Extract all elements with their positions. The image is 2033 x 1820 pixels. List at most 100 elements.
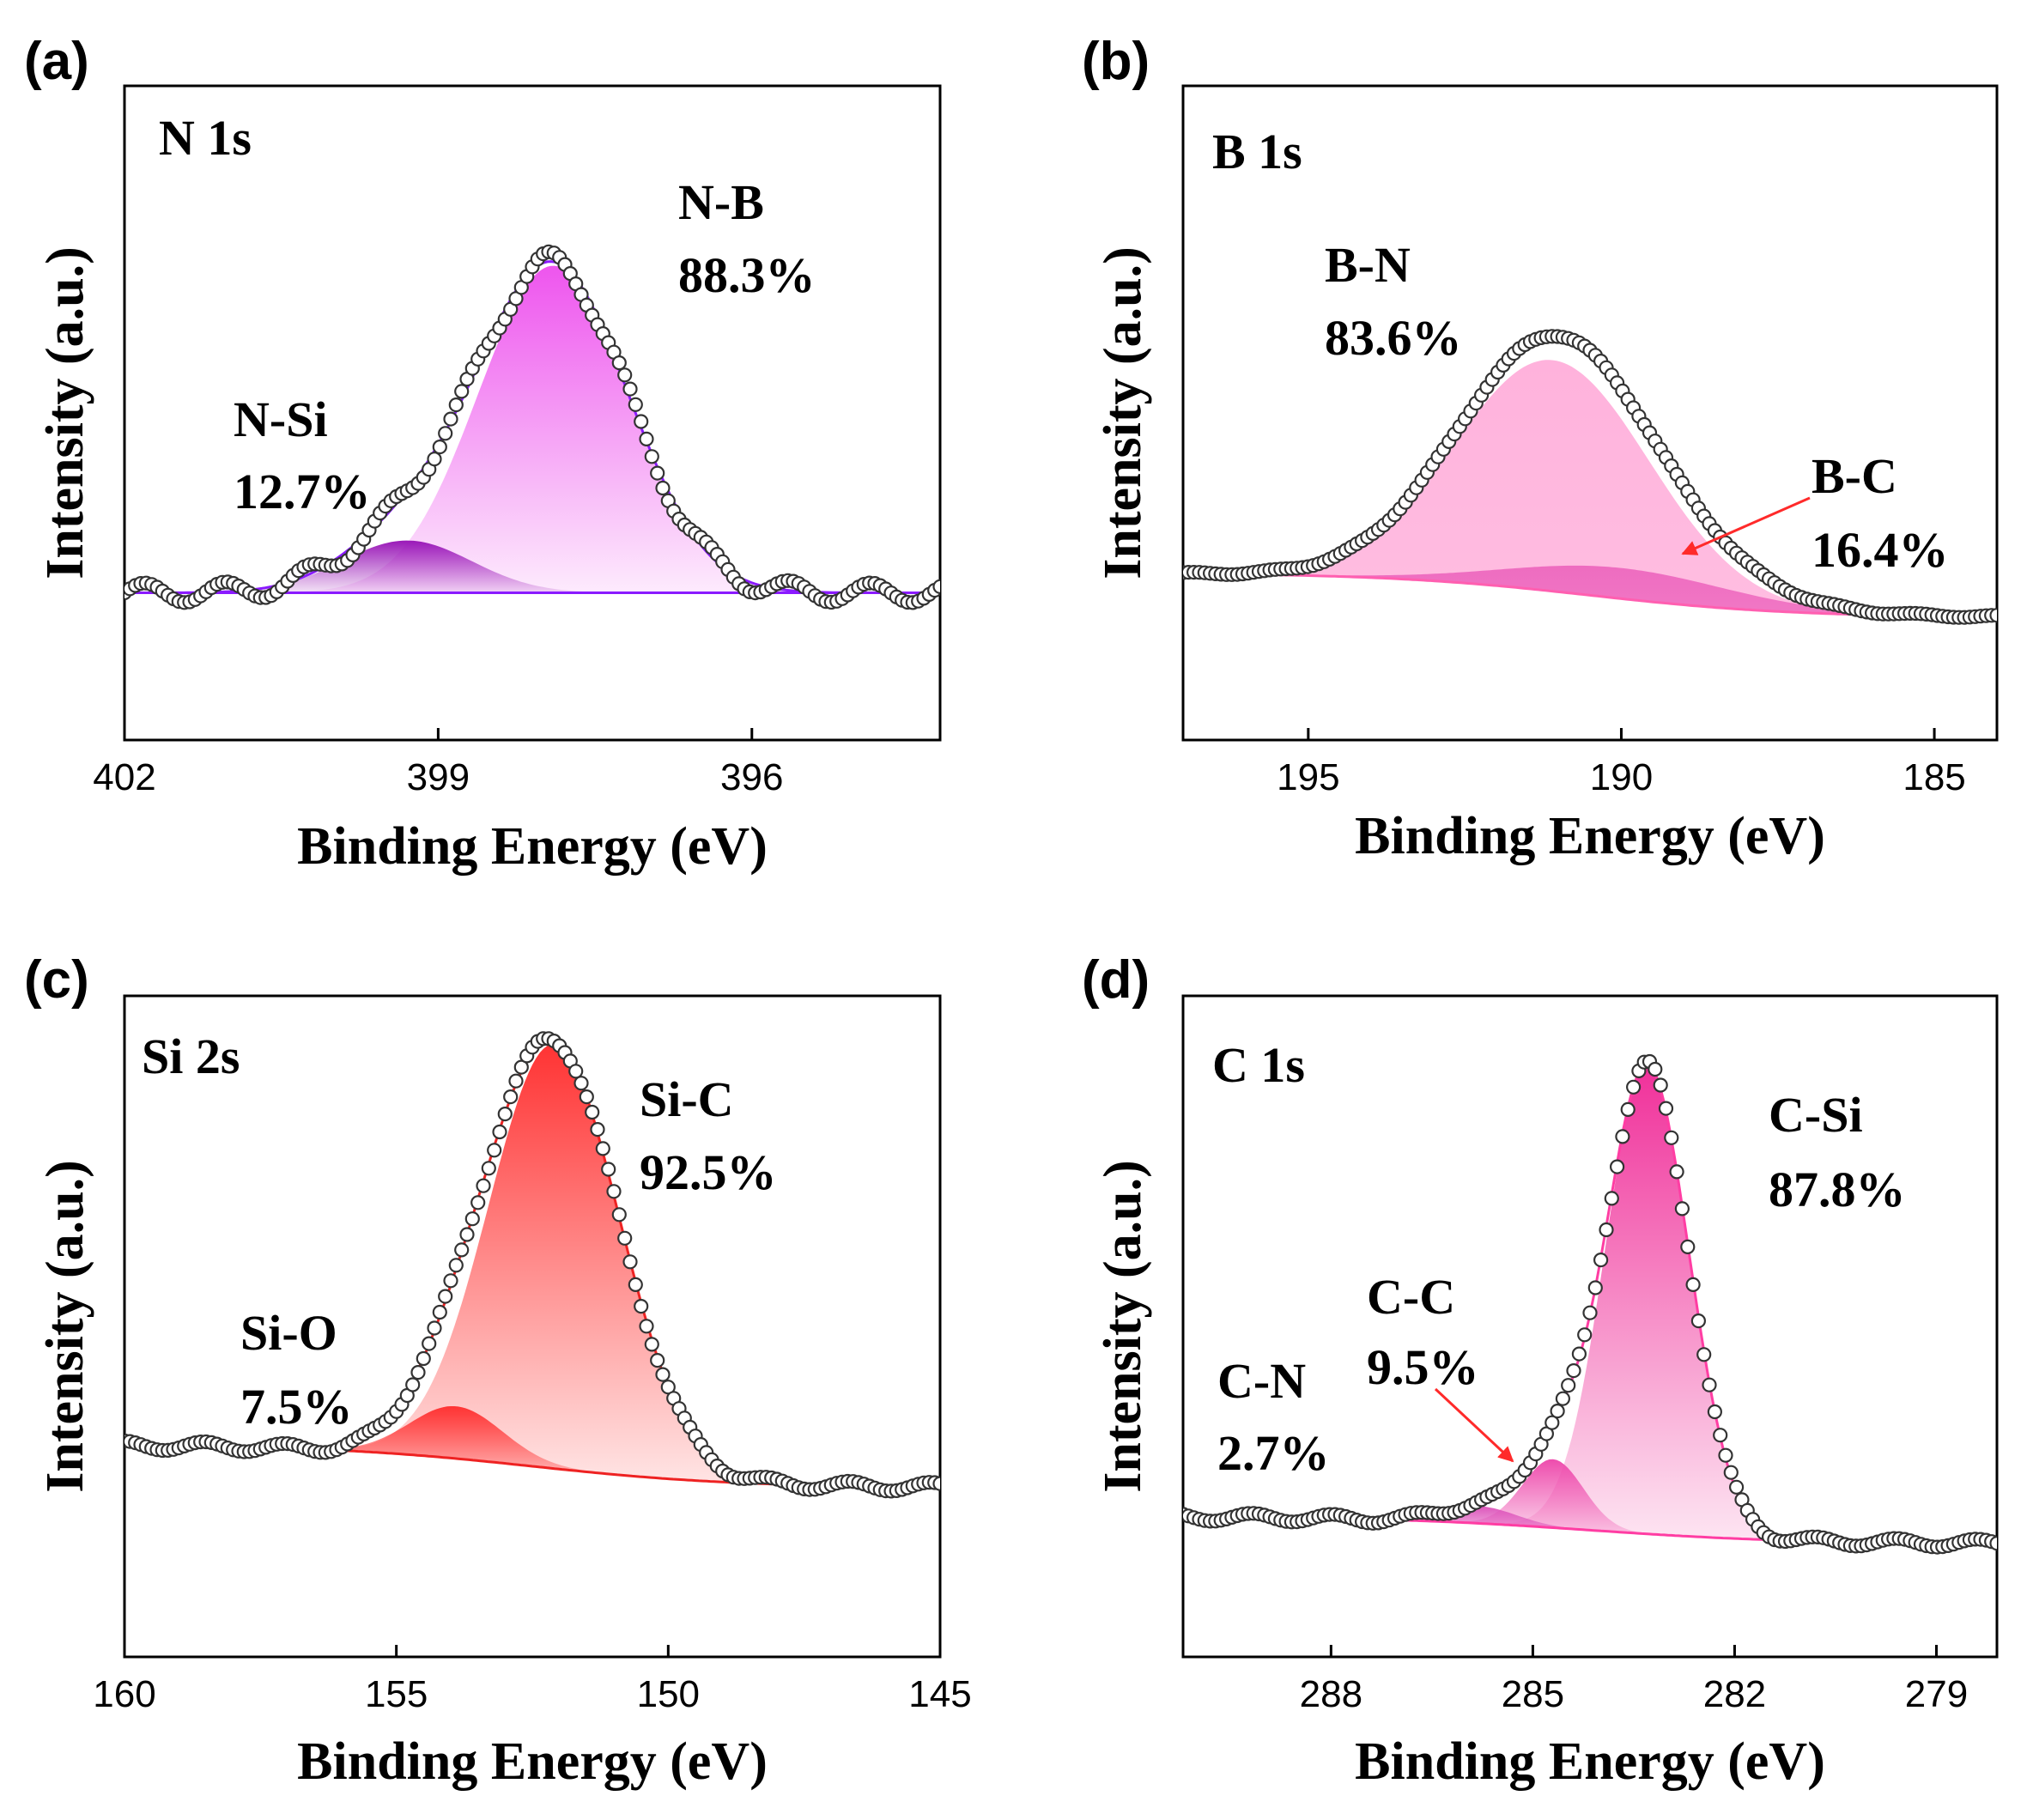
- raw-data-point: [601, 1162, 616, 1177]
- x-tick-label: 195: [1277, 756, 1339, 798]
- raw-data-point: [622, 381, 638, 397]
- x-tick-label: 399: [407, 756, 470, 798]
- raw-data-point: [655, 1367, 671, 1382]
- panel-label: (a): [24, 32, 89, 91]
- plot-frame: [123, 994, 942, 1659]
- x-tick-label: 155: [365, 1673, 428, 1715]
- raw-data-point: [503, 1089, 519, 1105]
- raw-data-point: [1696, 1347, 1712, 1362]
- raw-data-point: [1685, 1277, 1701, 1293]
- raw-data-point: [438, 426, 453, 441]
- panel-label: (b): [1082, 32, 1150, 91]
- peak-fill-b-n: [1183, 360, 1997, 617]
- x-tick-label: 160: [93, 1673, 155, 1715]
- raw-data-point: [476, 1178, 491, 1193]
- raw-data-point: [932, 1476, 940, 1491]
- raw-data-point: [634, 1298, 649, 1314]
- plot-area: [124, 244, 940, 610]
- raw-data-point: [1599, 1222, 1614, 1238]
- plot-frame: [1181, 994, 1999, 1659]
- raw-data-point: [622, 1254, 638, 1270]
- peak-fill-c-si: [1183, 1065, 1997, 1544]
- raw-data-point: [1620, 1101, 1636, 1118]
- raw-data-point: [1713, 1428, 1728, 1443]
- raw-data-point: [1582, 1305, 1598, 1320]
- raw-data-point: [573, 1076, 589, 1091]
- raw-data-point: [427, 1320, 442, 1336]
- panel-a-n1s: (a) 402 399 396 N 1s N-B 88.3% N-Si 12.7% …: [24, 32, 942, 876]
- raw-data-point: [1625, 1079, 1642, 1095]
- x-tick-label: 150: [637, 1673, 700, 1715]
- annotation-percent-c-si: 87.8%: [1769, 1162, 1906, 1217]
- raw-data-point: [422, 1336, 437, 1351]
- annotation-label-c-si: C-Si: [1769, 1087, 1863, 1143]
- raw-data-point: [1604, 1191, 1619, 1206]
- raw-data-point: [432, 1304, 447, 1320]
- raw-data-point: [497, 1106, 513, 1122]
- spectrum-title: Si 2s: [142, 1028, 240, 1084]
- raw-data-point: [1674, 1201, 1690, 1216]
- x-tick-label: 282: [1703, 1673, 1766, 1715]
- raw-data-point: [481, 1161, 496, 1176]
- plot-area: [124, 1031, 940, 1499]
- x-tick-label: 285: [1502, 1673, 1564, 1715]
- raw-data-point: [1587, 1280, 1603, 1295]
- annotation-label-n-b: N-B: [678, 174, 764, 230]
- raw-data-point: [595, 1141, 610, 1156]
- raw-data-point: [454, 1242, 470, 1258]
- raw-data-point: [1690, 1313, 1707, 1329]
- raw-data-point: [1571, 1346, 1587, 1362]
- y-axis-label: Intensity (a.u.): [36, 246, 94, 579]
- raw-data-point: [639, 431, 654, 446]
- panel-d-c1s: (d) 288 285 282 279 C 1s C-Si 87.8% C-C 9.5…: [1082, 950, 1999, 1791]
- raw-data-point: [617, 367, 633, 383]
- raw-data-point: [1648, 1061, 1663, 1077]
- raw-data-point: [487, 1143, 502, 1158]
- spectrum-title: B 1s: [1212, 124, 1302, 179]
- raw-data-point: [1555, 1391, 1571, 1406]
- raw-data-point: [1702, 1377, 1717, 1392]
- raw-data-point: [1615, 1129, 1630, 1144]
- peak-fill-n-b: [124, 265, 940, 593]
- raw-data-point: [1989, 1536, 1997, 1551]
- annotation-percent-c-c: 9.5%: [1367, 1339, 1479, 1395]
- peak-fill-c-c: [1183, 1459, 1997, 1544]
- y-axis-label: Intensity (a.u.): [1094, 246, 1152, 579]
- annotation-label-si-c: Si-C: [640, 1071, 734, 1127]
- x-axis-ticks: 288 285 282 279: [1300, 1645, 1968, 1715]
- raw-data-point: [1566, 1362, 1581, 1379]
- x-tick-label: 279: [1905, 1673, 1968, 1715]
- annotation-percent-n-si: 12.7%: [234, 464, 371, 519]
- raw-data-point: [1680, 1239, 1696, 1255]
- raw-data-point: [585, 1104, 600, 1120]
- panel-label: (c): [24, 950, 89, 1010]
- raw-data-point: [1593, 1252, 1609, 1268]
- raw-data-point: [932, 579, 940, 594]
- raw-data-point: [1723, 1465, 1739, 1480]
- raw-data-point: [470, 1195, 486, 1210]
- raw-data-point: [410, 1364, 426, 1380]
- raw-data-point: [464, 1211, 480, 1227]
- annotation-percent-si-c: 92.5%: [640, 1144, 777, 1200]
- raw-data-point: [448, 1258, 464, 1273]
- panel-c-si2s: (c) 160 155 150 145 Si 2s Si-C 92.5% Si-O 7…: [24, 950, 972, 1791]
- y-axis-label: Intensity (a.u.): [36, 1160, 94, 1493]
- raw-data-point: [459, 1227, 475, 1242]
- raw-data-point: [1664, 1130, 1679, 1145]
- raw-data-point: [1728, 1479, 1745, 1495]
- raw-data-point: [1669, 1164, 1684, 1180]
- x-tick-label: 185: [1903, 756, 1965, 798]
- raw-data-point: [1577, 1327, 1593, 1343]
- raw-data-point: [650, 1352, 665, 1368]
- raw-data-point: [611, 1207, 627, 1222]
- raw-data-point: [438, 1289, 453, 1304]
- peak-fill-n-si: [124, 540, 940, 593]
- raw-data-point: [405, 1377, 421, 1392]
- raw-data-point: [1718, 1447, 1733, 1463]
- x-tick-label: 396: [720, 756, 783, 798]
- x-axis-label: Binding Energy (eV): [297, 817, 768, 876]
- raw-data-point: [492, 1124, 507, 1140]
- raw-data-point: [617, 1230, 633, 1246]
- annotation-label-c-n: C-N: [1217, 1353, 1306, 1409]
